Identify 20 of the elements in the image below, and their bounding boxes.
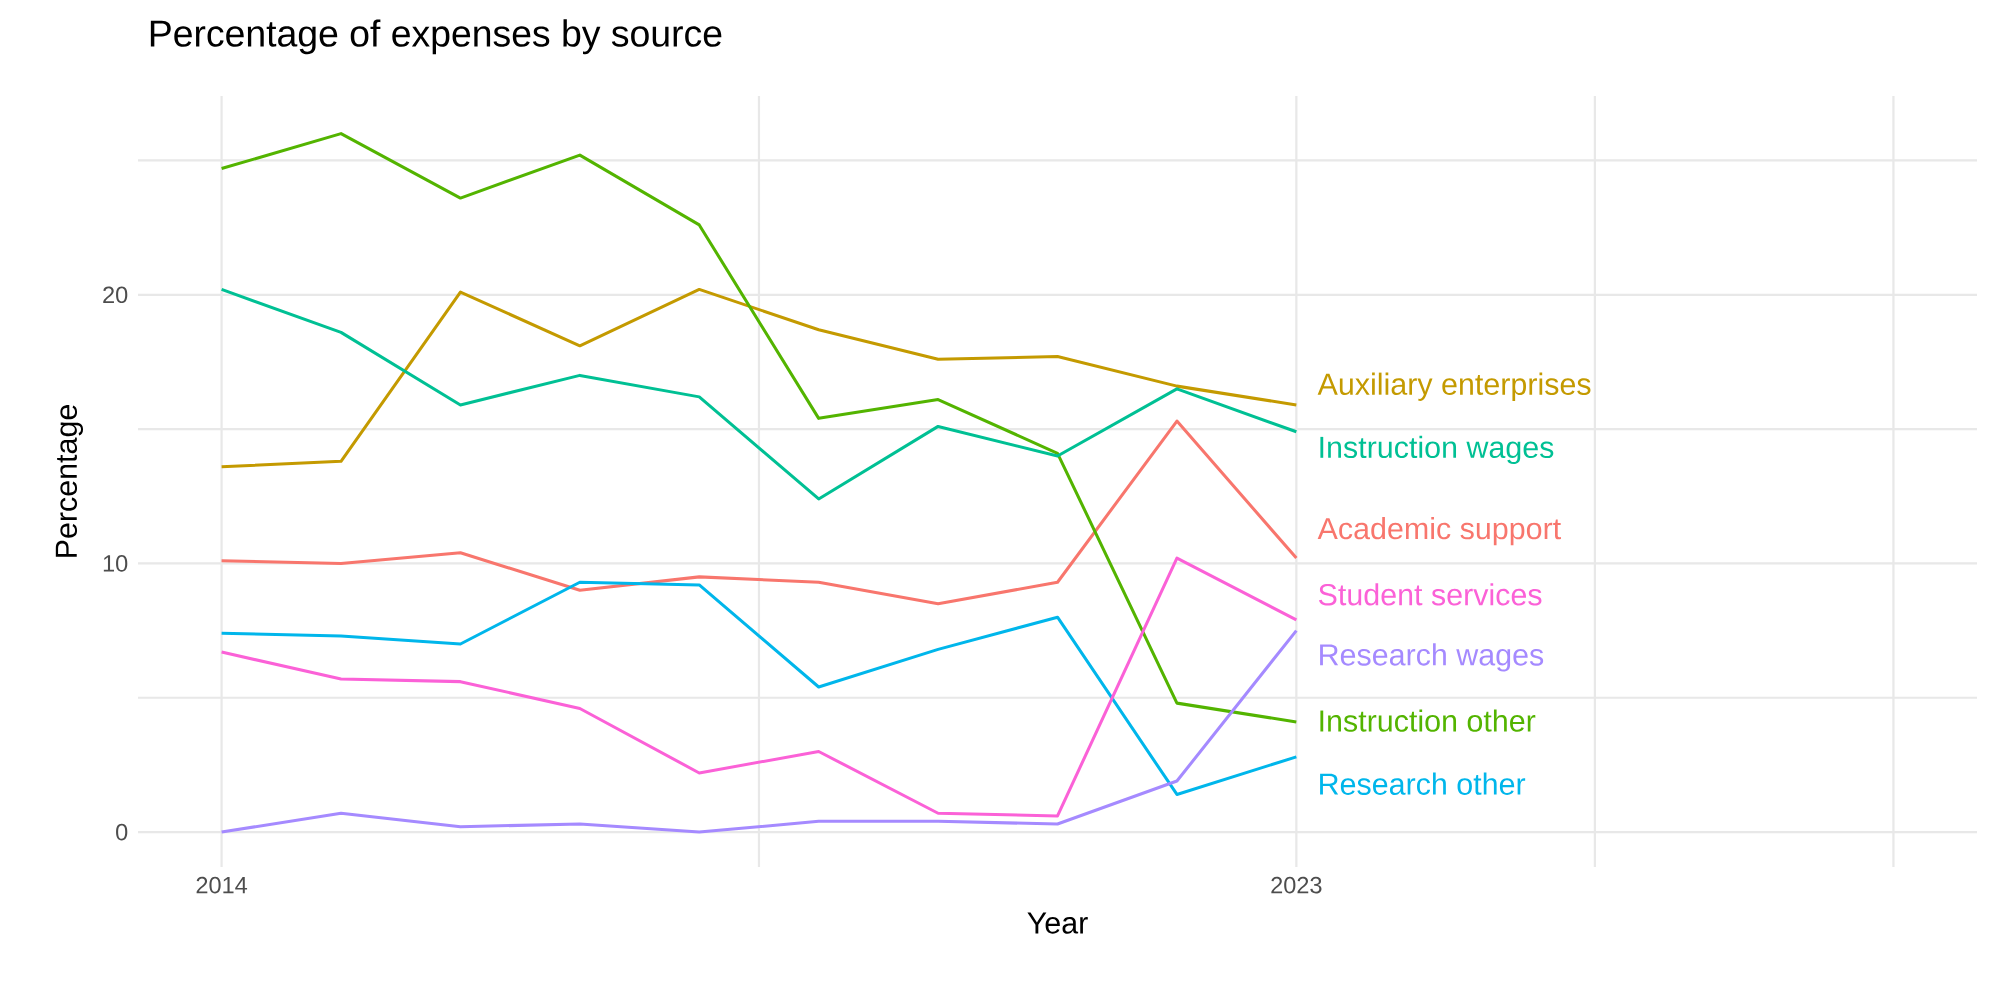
series-label: Auxiliary enterprises	[1317, 372, 1591, 401]
line-series	[220, 629, 1298, 834]
line-series	[220, 556, 1298, 818]
chart-title: Percentage of expenses by source	[150, 19, 722, 55]
line-series	[220, 419, 1298, 606]
series-label: Instruction other	[1320, 709, 1536, 732]
x-tick-label: 2014	[196, 876, 248, 894]
series-label: Academic support	[1317, 517, 1561, 546]
y-tick-label: 10	[103, 555, 128, 572]
x-axis-title: Year	[1027, 912, 1088, 934]
series-label: Research wages	[1320, 643, 1544, 672]
line-series	[220, 132, 1298, 724]
y-tick-label: 0	[116, 823, 128, 841]
series-label: Student services	[1318, 583, 1542, 606]
series-label: Research other	[1320, 772, 1526, 795]
x-tick-label: 2023	[1271, 876, 1322, 894]
y-tick-label: 20	[103, 286, 128, 304]
y-axis-title: Percentage	[55, 405, 84, 557]
line-series	[220, 580, 1298, 796]
series-label: Instruction wages	[1320, 435, 1554, 465]
